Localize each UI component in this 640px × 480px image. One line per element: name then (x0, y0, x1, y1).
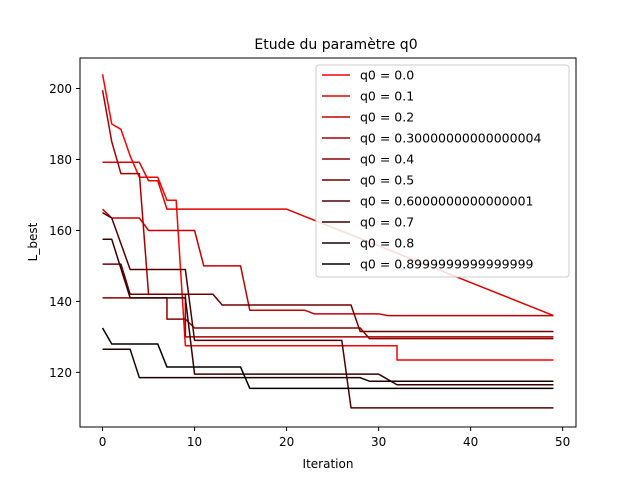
legend-entry-9: q0 = 0.8999999999999999 (360, 257, 534, 272)
x-axis: 0 10 20 30 40 50 (99, 427, 570, 449)
series-line-3 (101, 90, 554, 338)
x-axis-label: Iteration (303, 457, 354, 471)
series-line-1 (102, 161, 554, 317)
series-line-0 (101, 74, 554, 361)
legend-entry-0: q0 = 0.0 (360, 68, 414, 83)
series-layer (101, 74, 554, 409)
y-tick-label-1: 140 (49, 295, 72, 309)
legend-entry-1: q0 = 0.1 (360, 89, 414, 104)
legend-entry-7: q0 = 0.7 (360, 215, 414, 230)
chart-title: Etude du paramètre q0 (254, 37, 417, 53)
series-line-6 (102, 212, 554, 409)
x-tick-label-4: 40 (463, 435, 478, 449)
legend-entry-8: q0 = 0.8 (360, 236, 414, 251)
x-tick-label-0: 0 (99, 435, 107, 449)
legend-entry-3: q0 = 0.30000000000000004 (360, 131, 541, 146)
legend-entry-4: q0 = 0.4 (360, 152, 414, 167)
series-line-2 (102, 208, 554, 317)
y-axis: 120 140 160 180 200 (49, 82, 80, 380)
legend-entry-5: q0 = 0.5 (360, 173, 414, 188)
y-tick-label-4: 200 (49, 82, 72, 96)
series-line-7 (102, 238, 554, 386)
series-line-9 (101, 327, 554, 390)
legend-entry-2: q0 = 0.2 (360, 110, 414, 125)
series-line-8 (102, 348, 554, 382)
y-axis-label: L_best (26, 222, 40, 261)
legend: q0 = 0.0 q0 = 0.1 q0 = 0.2 q0 = 0.300000000… (315, 64, 570, 278)
plot-frame (79, 57, 577, 428)
y-tick-label-2: 160 (49, 224, 72, 238)
x-tick-label-2: 20 (279, 435, 294, 449)
series-line-5 (102, 263, 554, 333)
y-tick-label-3: 180 (49, 153, 72, 167)
legend-frame (315, 64, 570, 278)
x-tick-label-3: 30 (371, 435, 386, 449)
x-tick-label-1: 10 (187, 435, 202, 449)
y-tick-label-0: 120 (49, 366, 72, 380)
series-line-4 (102, 297, 554, 340)
x-tick-label-5: 50 (555, 435, 570, 449)
legend-entry-6: q0 = 0.6000000000000001 (360, 194, 533, 209)
